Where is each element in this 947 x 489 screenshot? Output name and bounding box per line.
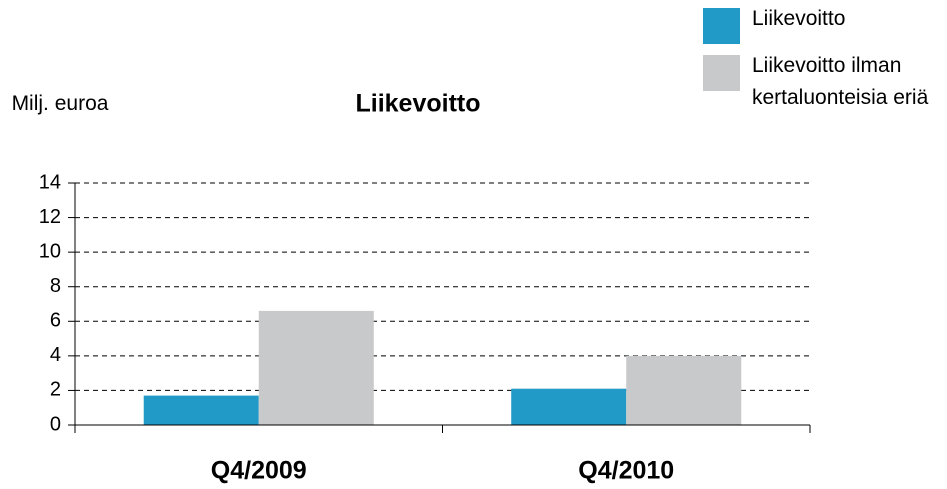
legend-swatch — [703, 8, 740, 44]
y-tick-label: 8 — [50, 275, 61, 297]
legend-label: Liikevoitto ilman kertaluonteisia eriä — [752, 54, 929, 109]
legend-item: Liikevoitto ilman kertaluonteisia eriä — [703, 54, 947, 114]
bar — [143, 395, 259, 425]
y-tick-label: 10 — [39, 240, 61, 262]
x-tick-label: Q4/2010 — [578, 457, 674, 485]
bar — [511, 388, 627, 425]
y-tick-label: 12 — [39, 206, 61, 228]
legend-item: Liikevoitto — [703, 7, 947, 44]
y-tick-label: 0 — [50, 413, 61, 435]
x-tick-label: Q4/2009 — [211, 457, 307, 485]
chart-title: Liikevoitto — [355, 90, 480, 118]
y-tick-label: 2 — [50, 379, 61, 401]
y-tick-label: 6 — [50, 310, 61, 332]
legend-swatch — [703, 55, 740, 91]
y-tick-label: 4 — [50, 344, 61, 366]
legend-label: Liikevoitto — [752, 7, 846, 30]
bar — [626, 355, 742, 425]
bar — [258, 310, 374, 425]
y-tick-label: 14 — [39, 171, 61, 193]
y-axis-label: Milj. euroa — [11, 92, 109, 115]
